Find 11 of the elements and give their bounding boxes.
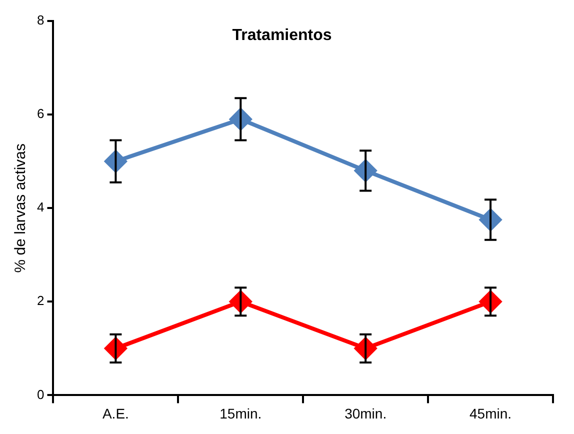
y-tick-label: 8 [36, 12, 44, 28]
x-tick-label: 15min. [220, 405, 262, 422]
y-tick-label: 0 [36, 386, 44, 402]
x-tick-label: A.E. [102, 405, 129, 422]
x-tick-label: 30min. [344, 405, 387, 422]
y-axis-title: % de larvas activas [12, 143, 30, 273]
y-tick-label: 4 [36, 200, 44, 215]
y-tick-label: 2 [36, 293, 44, 308]
x-tick-label: 45min. [470, 405, 512, 422]
chart-title: Tratamientos [232, 26, 332, 44]
y-tick-label: 6 [36, 106, 44, 122]
